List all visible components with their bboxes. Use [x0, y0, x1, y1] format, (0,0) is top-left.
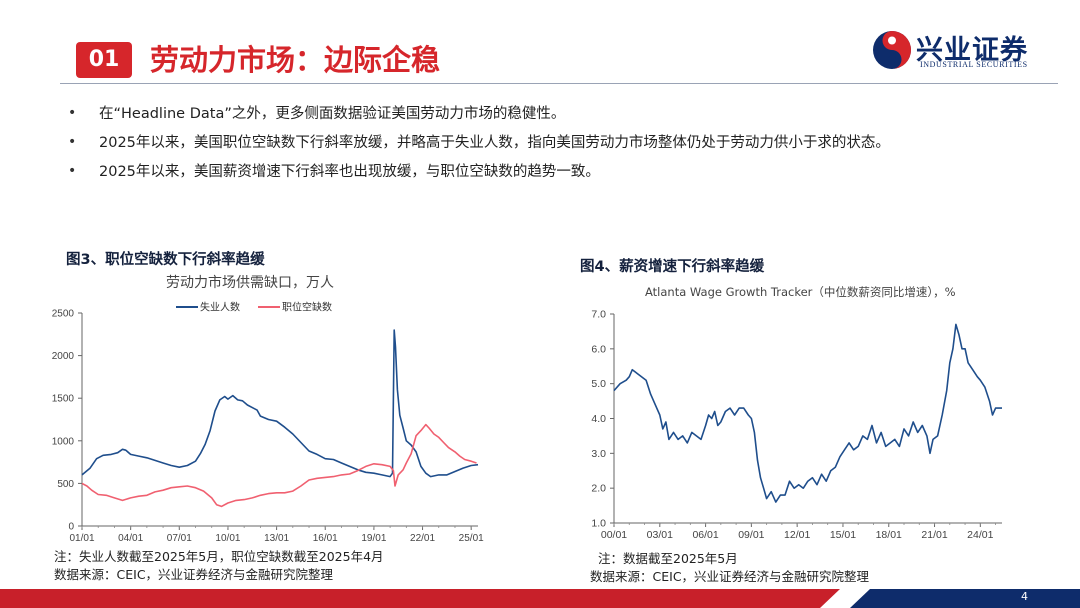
x-tick-label: 01/01 [69, 533, 94, 544]
footer-bar [0, 589, 1080, 608]
series-line-0 [81, 329, 479, 478]
bullet-text: 2025年以来，美国职位空缺数下行斜率放缓，并略高于失业人数，指向美国劳动力市场… [99, 135, 890, 151]
page-number: 4 [1021, 590, 1028, 603]
logo-mark-icon [873, 31, 911, 69]
x-tick-label: 09/01 [738, 529, 764, 541]
x-tick-label: 25/01 [459, 533, 484, 544]
series-line-0 [613, 323, 1002, 503]
y-tick-label: 0 [68, 522, 74, 533]
legend-label: 失业人数 [200, 301, 240, 314]
y-tick-label: 6.0 [591, 343, 606, 355]
series-line-1 [81, 423, 477, 508]
figure4-chart: 1.0 2.0 3.0 4.0 5.0 6.0 7.0 00/01 03/01 06/01 09/0… [591, 309, 1002, 541]
logo-text-cn: 兴业证券 [916, 35, 1028, 66]
bullet-text: 2025年以来，美国薪资增速下行斜率也出现放缓，与职位空缺数的趋势一致。 [99, 164, 600, 180]
figure3-title: 图3、职位空缺数下行斜率趋缓 [66, 252, 265, 268]
x-tick-label: 12/01 [784, 529, 810, 541]
y-tick-label: 7.0 [591, 309, 606, 321]
y-tick-label: 1000 [52, 436, 75, 447]
bullet-dot: • [68, 162, 77, 179]
y-tick-label: 3.0 [591, 448, 606, 460]
y-tick-label: 1500 [52, 394, 75, 405]
x-tick-label: 21/01 [921, 529, 947, 541]
bullet-dot: • [68, 133, 77, 150]
x-tick-label: 07/01 [167, 533, 192, 544]
bullet-dot: • [68, 104, 77, 121]
y-tick-label: 1.0 [591, 518, 606, 530]
x-tick-label: 19/01 [361, 533, 386, 544]
x-tick-label: 22/01 [410, 533, 435, 544]
x-tick-label: 04/01 [118, 533, 143, 544]
bullet-item: • 2025年以来，美国薪资增速下行斜率也出现放缓，与职位空缺数的趋势一致。 [68, 156, 1058, 185]
y-tick-label: 2500 [52, 309, 75, 320]
section-number-badge: 01 [76, 42, 132, 78]
y-tick-label: 5.0 [591, 378, 606, 390]
bullet-item: • 2025年以来，美国职位空缺数下行斜率放缓，并略高于失业人数，指向美国劳动力… [68, 127, 1058, 156]
bullet-text: 在“Headline Data”之外，更多侧面数据验证美国劳动力市场的稳健性。 [99, 106, 566, 122]
y-tick-label: 4.0 [591, 413, 606, 425]
figure4-subtitle: Atlanta Wage Growth Tracker（中位数薪资同比增速），% [645, 285, 956, 299]
bullet-item: • 在“Headline Data”之外，更多侧面数据验证美国劳动力市场的稳健性… [68, 98, 1058, 127]
figure4-note: 注：数据截至2025年5月 [598, 551, 738, 566]
legend-label: 职位空缺数 [282, 301, 332, 314]
company-logo: 兴业证券 INDUSTRIAL SECURITIES [872, 28, 1062, 74]
x-tick-label: 24/01 [967, 529, 993, 541]
x-tick-label: 13/01 [264, 533, 289, 544]
page-title: 劳动力市场：边际企稳 [150, 43, 441, 77]
header-divider [60, 83, 1058, 84]
figure4-source: 数据来源：CEIC，兴业证券经济与金融研究院整理 [590, 569, 870, 584]
x-tick-label: 06/01 [692, 529, 718, 541]
x-tick-label: 03/01 [647, 529, 673, 541]
figure3-note: 注：失业人数截至2025年5月，职位空缺数截至2025年4月 [54, 549, 384, 564]
y-tick-label: 2.0 [591, 483, 606, 495]
x-tick-label: 16/01 [313, 533, 338, 544]
logo-text-en: INDUSTRIAL SECURITIES [920, 60, 1028, 69]
figure4-title: 图4、薪资增速下行斜率趋缓 [580, 259, 765, 275]
figure3-subtitle: 劳动力市场供需缺口，万人 [166, 275, 334, 291]
x-tick-label: 18/01 [876, 529, 902, 541]
bullet-list: • 在“Headline Data”之外，更多侧面数据验证美国劳动力市场的稳健性… [68, 98, 1058, 185]
x-tick-label: 15/01 [830, 529, 856, 541]
x-tick-label: 10/01 [215, 533, 240, 544]
x-tick-label: 00/01 [601, 529, 627, 541]
y-tick-label: 500 [57, 479, 74, 490]
figure3-chart: 0 500 1000 1500 2000 2500 01/01 04/01 07/01 10/01… [52, 301, 484, 545]
y-tick-label: 2000 [52, 351, 75, 362]
figure3-source: 数据来源：CEIC，兴业证券经济与金融研究院整理 [54, 567, 334, 582]
